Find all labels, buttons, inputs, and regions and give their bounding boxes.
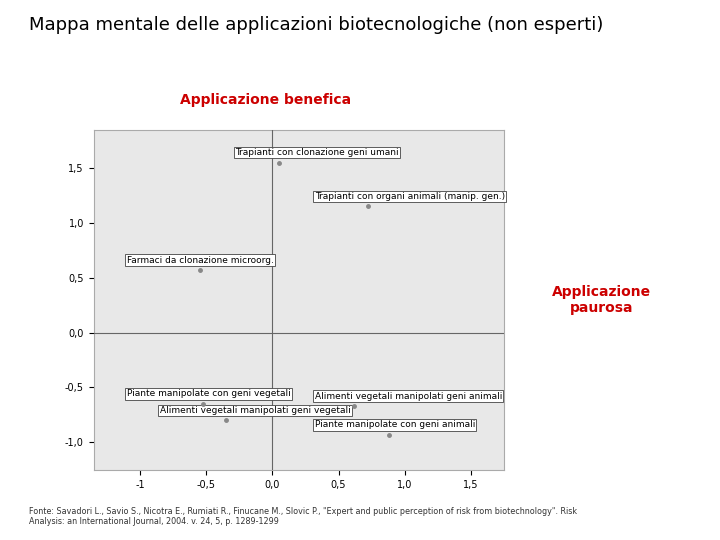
Text: Alimenti vegetali manipolati geni vegetali: Alimenti vegetali manipolati geni vegeta… <box>160 406 351 415</box>
Text: Piante manipolate con geni animali: Piante manipolate con geni animali <box>315 420 475 429</box>
Text: Piante manipolate con geni vegetali: Piante manipolate con geni vegetali <box>127 389 290 399</box>
Text: Alimenti vegetali manipolati geni animali: Alimenti vegetali manipolati geni animal… <box>315 392 502 401</box>
Text: Fonte: Savadori L., Savio S., Nicotra E., Rumiati R., Finucane M., Slovic P., "E: Fonte: Savadori L., Savio S., Nicotra E.… <box>29 507 577 526</box>
Text: Mappa mentale delle applicazioni biotecnologiche (non esperti): Mappa mentale delle applicazioni biotecn… <box>29 16 603 34</box>
Text: Farmaci da clonazione microorg.: Farmaci da clonazione microorg. <box>127 255 274 265</box>
Text: Trapianti con organi animali (manip. gen.): Trapianti con organi animali (manip. gen… <box>315 192 505 201</box>
Text: Applicazione benefica: Applicazione benefica <box>181 93 351 107</box>
Text: Applicazione
paurosa: Applicazione paurosa <box>552 285 651 315</box>
Text: Trapianti con clonazione geni umani: Trapianti con clonazione geni umani <box>235 148 399 157</box>
